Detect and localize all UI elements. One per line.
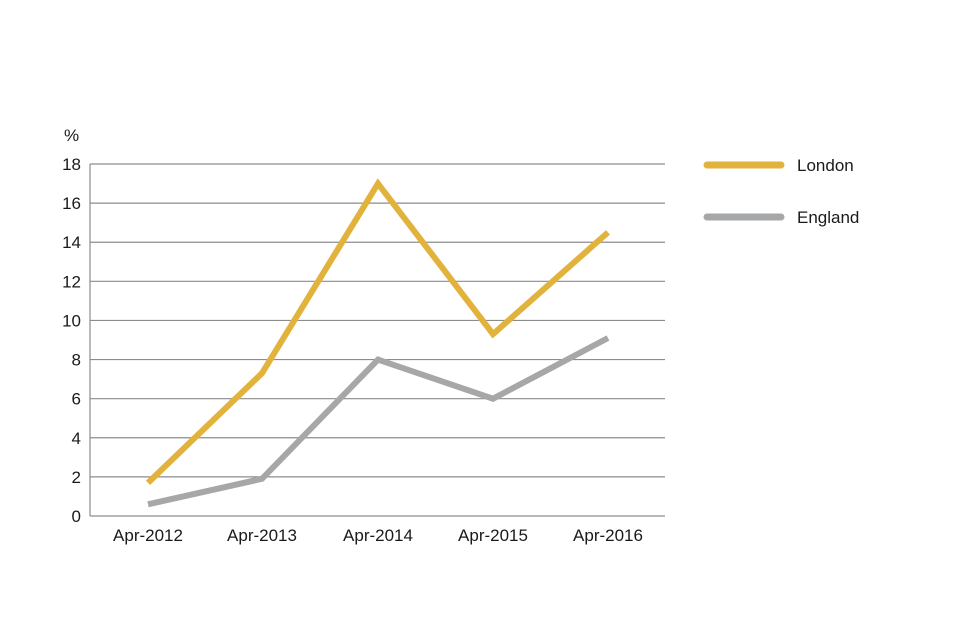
- y-tick-label: 8: [72, 351, 81, 370]
- y-tick-label: 18: [62, 155, 81, 174]
- axes: [89, 164, 665, 517]
- legend-label-england: England: [797, 208, 859, 227]
- y-tick-label: 16: [62, 194, 81, 213]
- y-tick-label: 4: [72, 429, 81, 448]
- series-line-london: [145, 178, 610, 485]
- y-unit-label: %: [64, 126, 79, 145]
- x-tick-label: Apr-2012: [113, 526, 183, 545]
- legend-label-london: London: [797, 156, 854, 175]
- y-tick-label: 0: [72, 507, 81, 526]
- y-tick-label: 6: [72, 390, 81, 409]
- y-tick-label: 10: [62, 311, 81, 330]
- y-tick-label: 14: [62, 233, 81, 252]
- x-tick-label: Apr-2015: [458, 526, 528, 545]
- legend: London England: [703, 156, 859, 227]
- series-line-england: [147, 335, 610, 508]
- x-tick-label: Apr-2013: [227, 526, 297, 545]
- x-tick-labels: Apr-2012 Apr-2013 Apr-2014 Apr-2015 Apr-2016: [113, 526, 643, 545]
- y-tick-label: 12: [62, 272, 81, 291]
- series-lines: [145, 178, 610, 508]
- y-tick-label: 2: [72, 468, 81, 487]
- y-tick-labels: 0 2 4 6 8 10 12 14 16 18: [62, 155, 81, 526]
- gridlines: [90, 163, 665, 478]
- x-tick-label: Apr-2014: [343, 526, 413, 545]
- x-tick-label: Apr-2016: [573, 526, 643, 545]
